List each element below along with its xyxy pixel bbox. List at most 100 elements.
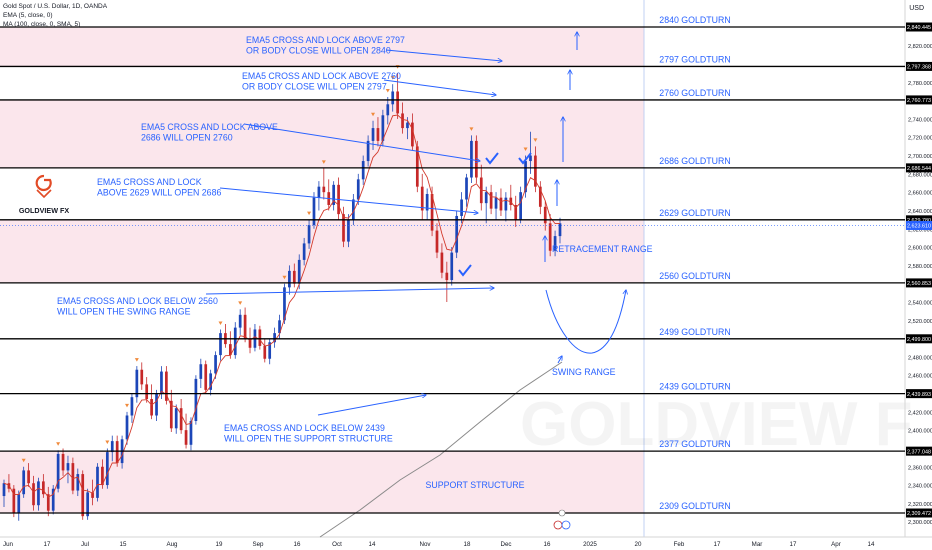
y-tick-label: 2,720.000: [908, 136, 932, 142]
current-price-tag: [906, 220, 932, 230]
y-tick-label: 2,480.000: [908, 355, 932, 361]
level-price-tag-text: 2,377.048: [907, 449, 931, 455]
level-price-tag-text: 2,797.368: [907, 65, 931, 71]
x-tick-label: 19: [216, 541, 223, 548]
candle-body: [376, 128, 380, 141]
level-price-tag: [906, 278, 932, 288]
x-tick-label: 18: [464, 541, 471, 548]
candle-body: [450, 252, 454, 281]
candle-body: [174, 408, 178, 429]
candle-body: [406, 122, 409, 129]
checkmark: [485, 152, 499, 165]
candle-body: [529, 155, 532, 162]
annotation-2760: OR BODY CLOSE WILL OPEN 2797: [242, 82, 387, 92]
candle-body: [42, 481, 45, 495]
x-tick-label: Aug: [166, 541, 178, 548]
ema-indicator-label[interactable]: EMA (5, close, 0): [3, 12, 53, 19]
y-tick-label: 2,400.000: [908, 429, 932, 435]
goldview-logo: GOLDVIEW FX: [19, 174, 70, 215]
signal-marker: [56, 442, 61, 446]
y-tick-label: 2,740.000: [908, 117, 932, 123]
x-tick-label: Sep: [252, 541, 264, 548]
goldturn-level-label: 2629 GOLDTURN: [659, 208, 730, 218]
candle-body: [445, 272, 449, 281]
candle-body: [105, 452, 109, 486]
candle-body: [475, 140, 478, 178]
level-price-tag: [906, 215, 932, 225]
x-tick-label: Jun: [3, 541, 14, 548]
x-tick-label: 2025: [583, 541, 597, 548]
candle-body: [386, 104, 390, 116]
y-tick-label: 2,780.000: [908, 81, 932, 87]
level-price-tag: [906, 508, 932, 518]
candle-body: [499, 197, 503, 211]
annotation-2760: EMA5 CROSS AND LOCK ABOVE 2760: [242, 71, 401, 81]
candle-body: [435, 230, 439, 253]
level-price-tag: [906, 389, 932, 399]
zone-band: [0, 27, 644, 67]
annotation-2560: EMA5 CROSS AND LOCK BELOW 2560: [57, 296, 218, 306]
candle-body: [169, 400, 173, 429]
candle-body: [56, 453, 60, 489]
candle-body: [534, 155, 537, 187]
candle-body: [381, 115, 385, 141]
candle-body: [332, 184, 336, 205]
level-price-tag: [906, 446, 932, 456]
candle-body: [440, 252, 444, 273]
candle-body: [37, 481, 40, 506]
annotation-2797: EMA5 CROSS AND LOCK ABOVE 2797: [246, 35, 405, 45]
candle-body: [553, 236, 557, 251]
goldturn-level-label: 2377 GOLDTURN: [659, 439, 730, 449]
candle-body: [51, 488, 55, 511]
candle-body: [140, 369, 144, 385]
symbol-title[interactable]: Gold Spot / U.S. Dollar, 1D, OANDA: [3, 3, 108, 10]
arrow-2686: [243, 123, 480, 161]
signal-marker: [21, 458, 26, 463]
candle-body: [288, 270, 291, 288]
signal-marker: [105, 440, 110, 444]
level-price-tag-text: 2,686.544: [907, 166, 931, 172]
annotation-2797: OR BODY CLOSE WILL OPEN 2840: [246, 46, 391, 56]
x-tick-label: 16: [294, 541, 301, 548]
ma-indicator-label[interactable]: MA (100, close, 0, SMA, 5): [3, 21, 81, 28]
candle-body: [273, 333, 276, 343]
candle-body: [258, 329, 262, 346]
y-tick-label: 2,420.000: [908, 410, 932, 416]
x-tick-label: Oct: [332, 541, 342, 548]
ema5-line: [3, 114, 561, 498]
candle-body: [430, 193, 434, 231]
candle-body: [155, 393, 158, 416]
logo-text: GOLDVIEW FX: [19, 206, 70, 215]
y-tick-label: 2,620.000: [908, 227, 932, 233]
signal-marker: [469, 127, 474, 131]
candle-body: [548, 223, 552, 251]
candle-body: [86, 492, 89, 517]
candle-body: [263, 345, 267, 359]
goldturn-level-label: 2309 GOLDTURN: [659, 501, 730, 511]
candle-body: [209, 373, 213, 390]
logo-icon: [35, 174, 52, 192]
candle-body: [248, 338, 252, 348]
level-price-tag: [906, 61, 932, 71]
watermark-text: GOLDVIEW F: [520, 390, 913, 459]
sma100-line: [319, 361, 563, 538]
annotation-2439: EMA5 CROSS AND LOCK BELOW 2439: [224, 423, 385, 433]
x-tick-label: Mar: [752, 541, 763, 548]
candle-body: [61, 453, 65, 471]
annotation-2560: WILL OPEN THE SWING RANGE: [57, 307, 191, 317]
candle-body: [322, 186, 326, 193]
x-tick-label: 17: [790, 541, 797, 548]
candle-body: [233, 327, 237, 356]
goldturn-level-label: 2797 GOLDTURN: [659, 54, 730, 64]
checkmark: [458, 264, 472, 277]
level-price-tag: [906, 22, 932, 32]
level-price-tag-text: 2,439.893: [907, 392, 931, 398]
candle-body: [489, 192, 493, 209]
goldturn-level-label: 2499 GOLDTURN: [659, 327, 730, 337]
candle-body: [504, 197, 508, 211]
candle-body: [199, 364, 203, 379]
x-tick-label: 14: [369, 541, 376, 548]
candle-body: [302, 243, 306, 260]
